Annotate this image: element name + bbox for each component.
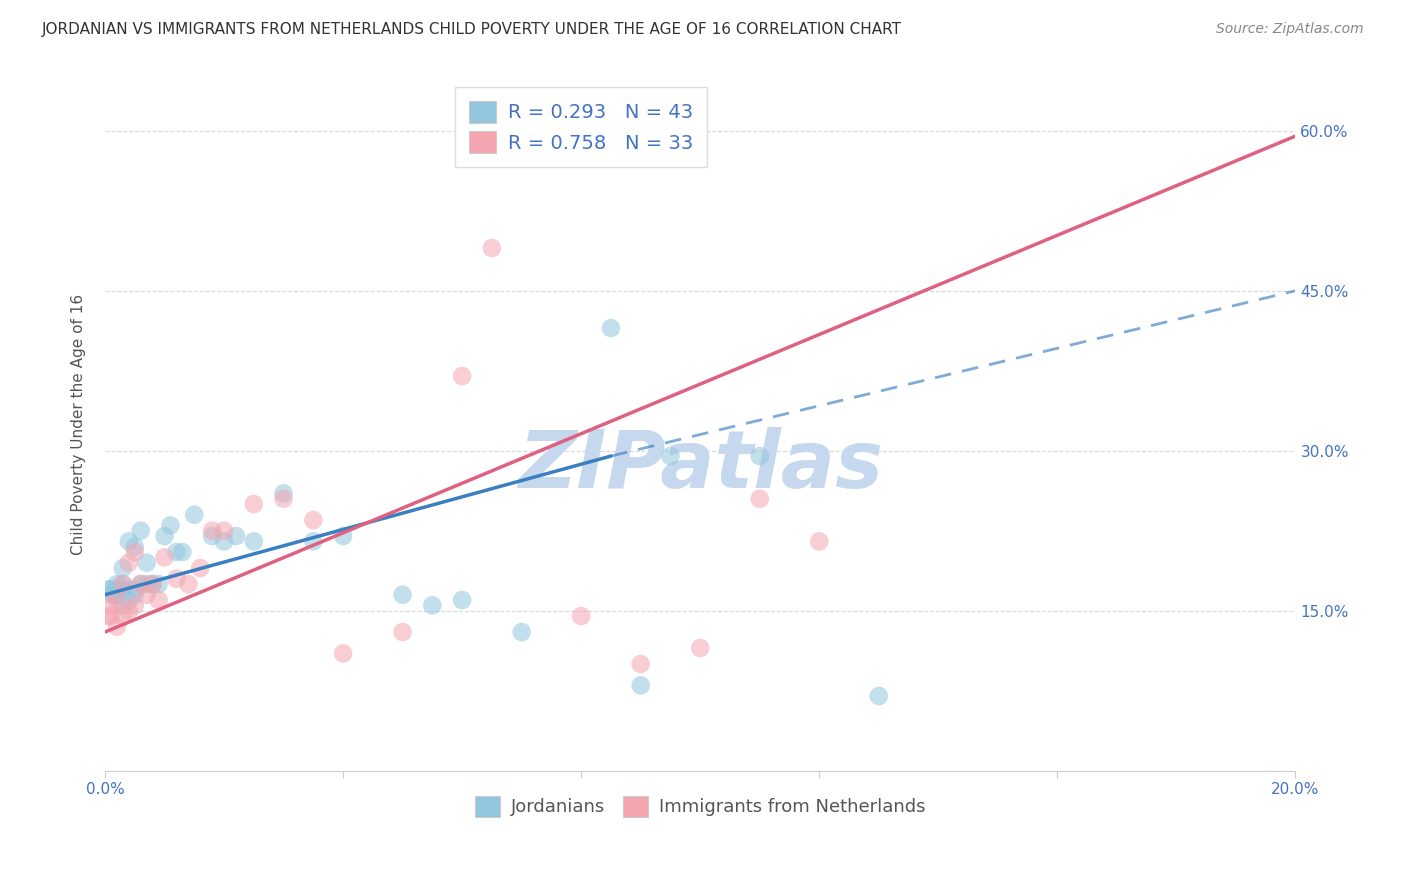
- Point: [481, 241, 503, 255]
- Point: [212, 524, 235, 538]
- Point: [124, 545, 146, 559]
- Point: [391, 625, 413, 640]
- Point: [118, 593, 141, 607]
- Point: [212, 534, 235, 549]
- Y-axis label: Child Poverty Under the Age of 16: Child Poverty Under the Age of 16: [72, 293, 86, 555]
- Point: [569, 609, 592, 624]
- Text: ZIPatlas: ZIPatlas: [517, 426, 883, 505]
- Point: [135, 556, 157, 570]
- Point: [153, 529, 176, 543]
- Point: [510, 625, 533, 640]
- Point: [273, 486, 295, 500]
- Point: [243, 497, 266, 511]
- Point: [124, 582, 146, 597]
- Point: [111, 561, 134, 575]
- Point: [100, 582, 122, 597]
- Point: [111, 577, 134, 591]
- Point: [177, 577, 200, 591]
- Point: [201, 529, 224, 543]
- Point: [391, 588, 413, 602]
- Point: [100, 609, 122, 624]
- Point: [332, 646, 354, 660]
- Point: [165, 545, 187, 559]
- Point: [124, 540, 146, 554]
- Point: [105, 620, 128, 634]
- Point: [148, 577, 170, 591]
- Point: [129, 577, 152, 591]
- Point: [748, 449, 770, 463]
- Point: [153, 550, 176, 565]
- Point: [689, 641, 711, 656]
- Point: [165, 572, 187, 586]
- Point: [105, 588, 128, 602]
- Point: [105, 593, 128, 607]
- Point: [302, 534, 325, 549]
- Point: [135, 577, 157, 591]
- Point: [659, 449, 682, 463]
- Point: [422, 599, 444, 613]
- Point: [105, 577, 128, 591]
- Point: [118, 534, 141, 549]
- Point: [332, 529, 354, 543]
- Point: [243, 534, 266, 549]
- Point: [302, 513, 325, 527]
- Point: [97, 582, 120, 597]
- Point: [630, 678, 652, 692]
- Point: [97, 609, 120, 624]
- Point: [225, 529, 247, 543]
- Point: [142, 577, 165, 591]
- Point: [129, 577, 152, 591]
- Point: [808, 534, 831, 549]
- Point: [868, 689, 890, 703]
- Point: [188, 561, 211, 575]
- Point: [748, 491, 770, 506]
- Text: Source: ZipAtlas.com: Source: ZipAtlas.com: [1216, 22, 1364, 37]
- Point: [111, 599, 134, 613]
- Point: [159, 518, 181, 533]
- Point: [124, 599, 146, 613]
- Point: [118, 556, 141, 570]
- Legend: Jordanians, Immigrants from Netherlands: Jordanians, Immigrants from Netherlands: [467, 789, 934, 824]
- Point: [111, 582, 134, 597]
- Point: [129, 524, 152, 538]
- Point: [103, 588, 125, 602]
- Text: JORDANIAN VS IMMIGRANTS FROM NETHERLANDS CHILD POVERTY UNDER THE AGE OF 16 CORRE: JORDANIAN VS IMMIGRANTS FROM NETHERLANDS…: [42, 22, 903, 37]
- Point: [600, 321, 623, 335]
- Point: [183, 508, 205, 522]
- Point: [124, 588, 146, 602]
- Point: [111, 577, 134, 591]
- Point: [201, 524, 224, 538]
- Point: [451, 369, 474, 384]
- Point: [100, 588, 122, 602]
- Point: [118, 604, 141, 618]
- Point: [630, 657, 652, 671]
- Point: [111, 609, 134, 624]
- Point: [148, 593, 170, 607]
- Point: [172, 545, 194, 559]
- Point: [100, 599, 122, 613]
- Point: [273, 491, 295, 506]
- Point: [142, 577, 165, 591]
- Point: [135, 588, 157, 602]
- Point: [451, 593, 474, 607]
- Point: [105, 582, 128, 597]
